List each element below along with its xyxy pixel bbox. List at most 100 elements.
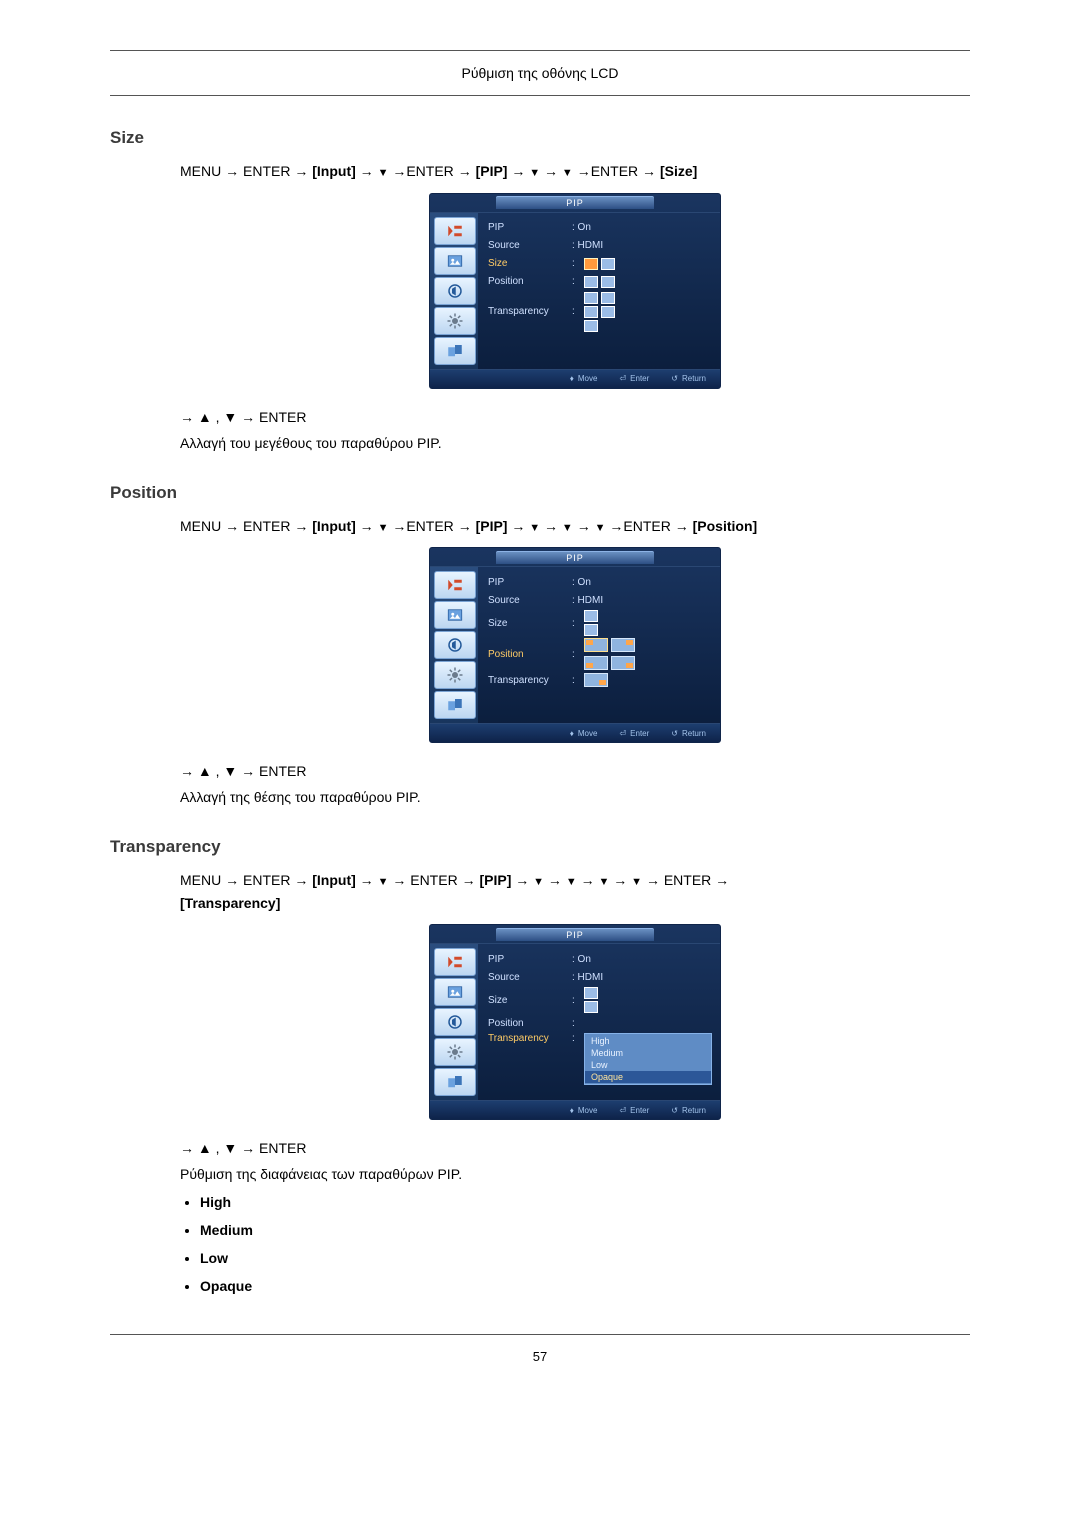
osd-value-hdmi: : HDMI bbox=[572, 972, 712, 983]
osd-rows: PIP: On Source: HDMI Size: Position: Tra… bbox=[478, 213, 720, 369]
arrow-down-icon: ▼ bbox=[533, 874, 544, 892]
osd-footer-return-label: Return bbox=[682, 729, 706, 738]
osd-sidebar-icons bbox=[430, 944, 478, 1100]
nav-path-size: MENU → ENTER → [Input] → ▼ →ENTER → [PIP… bbox=[180, 160, 970, 183]
osd-sidebar-icons bbox=[430, 567, 478, 723]
nav-input: [Input] bbox=[312, 163, 356, 179]
osd-tab-label: PIP bbox=[496, 196, 654, 209]
arrow-down-icon: ▼ bbox=[631, 874, 642, 892]
section-title-transparency: Transparency bbox=[110, 837, 970, 857]
osd-tab: PIP bbox=[430, 194, 720, 212]
opt-medium: Medium bbox=[200, 1222, 970, 1238]
osd-row-pip: PIP: On bbox=[488, 950, 712, 968]
opt-opaque: Opaque bbox=[200, 1278, 970, 1294]
osd-position-thumbs bbox=[584, 638, 712, 670]
osd-row-position: Position: bbox=[488, 1014, 712, 1032]
opt-low: Low bbox=[200, 1250, 970, 1266]
osd-rows: PIP: On Source: HDMI Size: Position: Tra… bbox=[478, 567, 720, 723]
colon: : bbox=[572, 1033, 578, 1044]
nav-enter: ENTER bbox=[243, 518, 290, 534]
arrow-down-icon: ▼ bbox=[378, 520, 389, 538]
arrow-right-icon: → bbox=[577, 163, 591, 179]
colon: : bbox=[572, 1018, 578, 1029]
thumb-icon bbox=[584, 320, 598, 332]
osd-transparency-options: High Medium Low Opaque bbox=[584, 1033, 712, 1085]
nav-enter: ENTER bbox=[664, 872, 711, 888]
osd-extra-thumbs bbox=[584, 292, 712, 332]
nav-enter: ENTER bbox=[410, 872, 457, 888]
osd-body: PIP: On Source: HDMI Size: Position: Tra… bbox=[430, 212, 720, 369]
position-tr-icon bbox=[611, 638, 635, 652]
osd-label-position: Position bbox=[488, 1018, 566, 1029]
osd-row-size: Size: bbox=[488, 255, 712, 273]
colon: : bbox=[572, 276, 578, 287]
page-header-title: Ρύθμιση της οθόνης LCD bbox=[110, 65, 970, 81]
osd-label-source: Source bbox=[488, 972, 566, 983]
header-rule-bottom bbox=[110, 95, 970, 96]
colon: : bbox=[572, 306, 578, 317]
thumb-icon bbox=[584, 1001, 598, 1013]
arrow-right-icon: → bbox=[392, 872, 406, 888]
osd-footer-enter: ⏎ Enter bbox=[619, 729, 649, 738]
arrow-right-icon: → bbox=[544, 518, 558, 534]
osd-position-screenshot: PIP PIP: On Source: HDMI Size: Posit bbox=[180, 547, 970, 743]
colon: : bbox=[572, 618, 578, 629]
arrow-right-icon: → bbox=[294, 163, 308, 179]
transparency-block: MENU → ENTER → [Input] → ▼ → ENTER → [PI… bbox=[180, 869, 970, 1294]
nav-position: [Position] bbox=[693, 518, 758, 534]
osd-label-transparency: Transparency bbox=[488, 306, 566, 317]
osd-footer-enter-label: Enter bbox=[630, 1106, 649, 1115]
osd-row-pip: PIP: On bbox=[488, 219, 712, 237]
nav-enter: ENTER bbox=[243, 163, 290, 179]
osd-panel: PIP PIP: On Source: HDMI Size: Posit bbox=[429, 547, 721, 743]
osd-footer-return-label: Return bbox=[682, 374, 706, 383]
nav-input: [Input] bbox=[312, 518, 356, 534]
arrow-right-icon: → bbox=[360, 872, 374, 888]
nav-transparency: [Transparency] bbox=[180, 895, 280, 911]
osd-footer-return-label: Return bbox=[682, 1106, 706, 1115]
thumb-icon bbox=[584, 624, 598, 636]
osd-extra-thumbs bbox=[584, 673, 712, 687]
arrow-right-icon: → bbox=[715, 872, 729, 888]
arrow-down-icon: ▼ bbox=[595, 520, 606, 538]
osd-opt-medium: Medium bbox=[585, 1047, 711, 1059]
nav-path-position: MENU → ENTER → [Input] → ▼ →ENTER → [PIP… bbox=[180, 515, 970, 538]
thumb-icon bbox=[584, 306, 598, 318]
osd-label-size: Size bbox=[488, 995, 566, 1006]
arrow-down-icon: ▼ bbox=[529, 520, 540, 538]
document-page: Ρύθμιση της οθόνης LCD Size MENU → ENTER… bbox=[0, 0, 1080, 1394]
osd-footer: ♦ Move ⏎ Enter ↺ Return bbox=[430, 723, 720, 742]
osd-footer-return: ↺ Return bbox=[671, 374, 706, 383]
setup-icon bbox=[434, 307, 476, 335]
footer-rule bbox=[110, 1334, 970, 1335]
osd-value-hdmi: : HDMI bbox=[572, 595, 712, 606]
nav-enter: ENTER bbox=[591, 163, 638, 179]
osd-label-size: Size bbox=[488, 618, 566, 629]
position-description: Αλλαγή της θέσης του παραθύρου PIP. bbox=[180, 789, 970, 805]
thumb-icon bbox=[584, 673, 608, 687]
osd-footer-move: ♦ Move bbox=[570, 374, 598, 383]
osd-row-size: Size: bbox=[488, 609, 712, 637]
size-description: Αλλαγή του μεγέθους του παραθύρου PIP. bbox=[180, 435, 970, 451]
thumb-icon bbox=[584, 276, 598, 288]
sound-icon bbox=[434, 277, 476, 305]
arrow-down-icon: ▼ bbox=[529, 165, 540, 183]
size-option-icon bbox=[584, 258, 598, 270]
thumb-icon bbox=[584, 610, 598, 622]
transparency-option-list: High Medium Low Opaque bbox=[180, 1194, 970, 1294]
osd-row-transparency: Transparency: bbox=[488, 671, 712, 689]
osd-row-transparency: Transparency: bbox=[488, 291, 712, 333]
osd-tab: PIP bbox=[430, 548, 720, 566]
arrow-right-icon: → bbox=[515, 872, 529, 888]
input-icon bbox=[434, 948, 476, 976]
osd-row-position: Position: bbox=[488, 273, 712, 291]
osd-row-transparency: Transparency : High Medium Low Opaque bbox=[488, 1032, 712, 1086]
arrow-right-icon: → bbox=[392, 163, 406, 179]
nav-menu: MENU bbox=[180, 872, 221, 888]
osd-footer-return: ↺ Return bbox=[671, 729, 706, 738]
osd-value-on: : On bbox=[572, 222, 712, 233]
thumb-icon bbox=[584, 292, 598, 304]
osd-row-size: Size: bbox=[488, 986, 712, 1014]
osd-footer-move-label: Move bbox=[578, 1106, 598, 1115]
arrow-down-icon: ▼ bbox=[598, 874, 609, 892]
